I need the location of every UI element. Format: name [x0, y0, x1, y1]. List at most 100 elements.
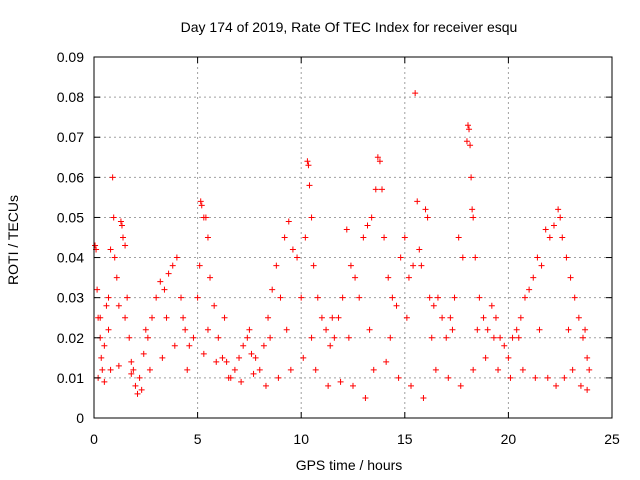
data-point — [285, 218, 292, 225]
data-point — [221, 314, 228, 321]
x-tick-label: 0 — [90, 431, 98, 447]
data-point — [495, 366, 502, 373]
data-point — [509, 334, 516, 341]
data-point — [383, 358, 390, 365]
data-point — [302, 234, 309, 241]
data-point — [466, 126, 473, 133]
data-point — [345, 334, 352, 341]
data-point — [231, 366, 238, 373]
data-point — [335, 314, 342, 321]
data-point — [294, 254, 301, 261]
data-point — [262, 382, 269, 389]
data-point — [426, 294, 433, 301]
data-point — [304, 158, 311, 165]
tick-labels: 0 5 10 15 20 25 0 0.01 0.02 0.03 0.04 0.05 0.06 0.07 0… — [57, 49, 620, 447]
y-tick-label: 0.07 — [57, 129, 84, 145]
data-point — [362, 394, 369, 401]
data-point — [366, 326, 373, 333]
data-point — [422, 206, 429, 213]
data-point — [161, 286, 168, 293]
data-point — [582, 326, 589, 333]
data-point — [122, 314, 129, 321]
data-point — [103, 302, 110, 309]
data-point — [204, 234, 211, 241]
data-point — [117, 218, 124, 225]
data-point — [350, 382, 356, 389]
data-point — [128, 358, 135, 365]
data-point — [563, 254, 570, 261]
data-point — [207, 274, 214, 281]
data-point — [561, 374, 568, 381]
y-tick-label: 0.06 — [57, 169, 84, 185]
data-point — [219, 354, 226, 361]
data-point — [329, 314, 336, 321]
data-point — [530, 274, 537, 281]
data-point — [553, 382, 560, 389]
data-point — [99, 366, 106, 373]
data-point — [318, 314, 325, 321]
y-tick-label: 0.01 — [57, 370, 84, 386]
y-tick-label: 0.09 — [57, 49, 84, 65]
data-point — [173, 254, 180, 261]
data-point — [300, 354, 307, 361]
data-point — [414, 198, 421, 205]
data-point — [544, 374, 551, 381]
data-point — [130, 366, 137, 373]
data-point — [269, 286, 276, 293]
data-point — [536, 326, 543, 333]
data-point — [412, 90, 419, 97]
data-point — [447, 314, 454, 321]
data-point — [360, 234, 367, 241]
data-point — [492, 314, 499, 321]
data-point — [298, 294, 305, 301]
data-point — [389, 294, 396, 301]
data-point — [202, 214, 209, 221]
data-point — [157, 278, 164, 285]
data-point — [484, 326, 491, 333]
data-point — [571, 294, 578, 301]
data-point — [92, 242, 99, 249]
data-point — [584, 354, 591, 361]
data-point — [310, 262, 317, 269]
plot-frame — [93, 56, 613, 419]
y-tick-label: 0 — [76, 410, 84, 426]
data-points — [92, 90, 593, 401]
data-point — [381, 234, 388, 241]
data-point — [115, 302, 122, 309]
data-point — [472, 254, 479, 261]
data-point — [267, 334, 274, 341]
data-point — [420, 394, 427, 401]
y-tick-label: 0.04 — [57, 250, 84, 266]
data-point — [126, 334, 133, 341]
data-point — [171, 342, 178, 349]
data-point — [397, 254, 404, 261]
data-point — [467, 142, 474, 149]
data-point — [476, 294, 483, 301]
data-point — [306, 182, 313, 189]
data-point — [144, 334, 151, 341]
data-point — [459, 254, 466, 261]
data-point — [273, 262, 280, 269]
data-point — [368, 214, 375, 221]
data-point — [213, 358, 220, 365]
data-point — [567, 274, 574, 281]
data-point — [182, 326, 189, 333]
data-point — [443, 334, 450, 341]
data-point — [430, 302, 437, 309]
data-point — [277, 294, 284, 301]
data-point — [196, 262, 203, 269]
data-point — [364, 222, 371, 229]
y-tick-label: 0.05 — [57, 209, 84, 225]
data-point — [445, 374, 452, 381]
data-point — [101, 342, 108, 349]
data-point — [418, 262, 425, 269]
data-point — [240, 342, 247, 349]
data-point — [550, 222, 557, 229]
data-point — [149, 314, 156, 321]
data-point — [323, 326, 330, 333]
data-point — [109, 174, 116, 181]
data-point — [223, 358, 230, 365]
data-point — [165, 270, 172, 277]
x-tick-label: 5 — [194, 431, 202, 447]
data-point — [163, 314, 170, 321]
